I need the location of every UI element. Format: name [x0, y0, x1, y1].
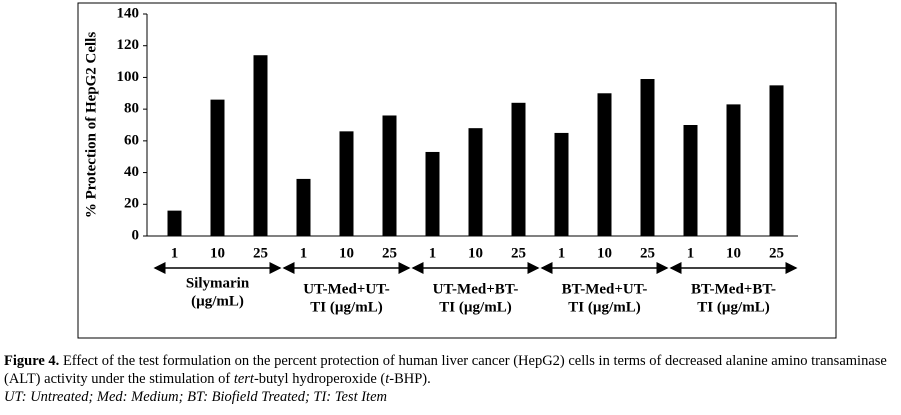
y-tick-label: 100: [117, 69, 140, 85]
x-tick-label: 10: [468, 245, 483, 261]
bar: [167, 210, 182, 236]
caption-part: tert: [233, 371, 254, 387]
group-label: TI (µg/mL): [439, 299, 511, 315]
x-tick-label: 1: [300, 245, 308, 261]
bar: [726, 104, 741, 236]
y-tick-label: 140: [117, 5, 140, 21]
caption-text: Figure 4. Effect of the test formulation…: [4, 352, 897, 388]
x-tick-label: 10: [339, 245, 354, 261]
bar: [382, 115, 397, 236]
chart: % Protection of HepG2 Cells 0 20 40 60 80 100…: [77, 2, 837, 339]
bar: [210, 99, 225, 236]
x-tick-label: 25: [769, 245, 784, 261]
bar: [468, 128, 483, 236]
bar: [339, 131, 354, 236]
group-label: UT-Med+BT-: [433, 281, 519, 297]
bar: [683, 125, 698, 236]
caption: Figure 4. Effect of the test formulation…: [4, 352, 897, 406]
bar: [554, 132, 569, 236]
x-tick-label: 1: [171, 245, 179, 261]
y-tick-label: 40: [124, 164, 139, 180]
caption-part: Effect of the test formulation on the pe…: [4, 353, 887, 387]
x-tick-label: 10: [597, 245, 612, 261]
x-tick-label: 10: [726, 245, 741, 261]
group-label: (µg/mL): [191, 293, 244, 309]
y-tick-label: 0: [132, 227, 140, 243]
bar: [511, 102, 526, 236]
y-axis-label: % Protection of HepG2 Cells: [83, 32, 99, 219]
bar: [769, 85, 784, 236]
group-label: Silymarin: [186, 275, 250, 291]
x-tick-label: 25: [511, 245, 526, 261]
footnote: UT: Untreated; Med: Medium; BT: Biofield…: [4, 389, 387, 405]
figure-label: Figure 4.: [4, 353, 60, 369]
x-tick-label: 1: [429, 245, 437, 261]
x-tick-label: 25: [253, 245, 268, 261]
group-label: TI (µg/mL): [568, 299, 640, 315]
group-label: TI (µg/mL): [697, 299, 769, 315]
chart-frame: [77, 2, 837, 339]
x-tick-label: 25: [382, 245, 397, 261]
y-tick-label: 80: [124, 101, 139, 117]
bar: [640, 79, 655, 236]
y-tick-label: 20: [124, 196, 139, 212]
x-tick-label: 25: [640, 245, 655, 261]
caption-part: -butyl hydroperoxide (: [253, 371, 386, 387]
x-tick-label: 1: [558, 245, 566, 261]
x-tick-label: 10: [210, 245, 225, 261]
x-tick-label: 1: [687, 245, 695, 261]
group-label: UT-Med+UT-: [303, 281, 390, 297]
group-label: BT-Med+BT-: [691, 281, 776, 297]
bar: [253, 55, 268, 236]
bar: [425, 151, 440, 236]
caption-part: -BHP).: [389, 371, 431, 387]
caption-part: t: [385, 371, 390, 387]
group-label: TI (µg/mL): [310, 299, 382, 315]
bar: [296, 178, 311, 236]
bar: [597, 93, 612, 237]
y-tick-label: 60: [124, 132, 139, 148]
y-tick-label: 120: [117, 37, 140, 53]
group-label: BT-Med+UT-: [562, 281, 648, 297]
